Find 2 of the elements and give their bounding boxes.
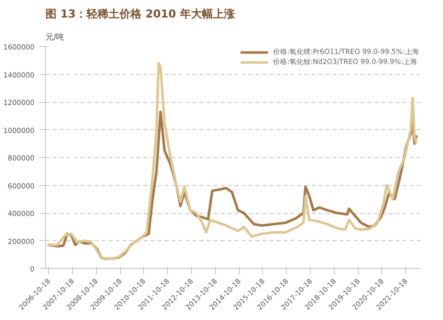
chart-title: 图 13：轻稀土价格 2010 年大幅上涨 <box>46 8 236 20</box>
y-axis-title: 元/吨 <box>46 32 64 42</box>
